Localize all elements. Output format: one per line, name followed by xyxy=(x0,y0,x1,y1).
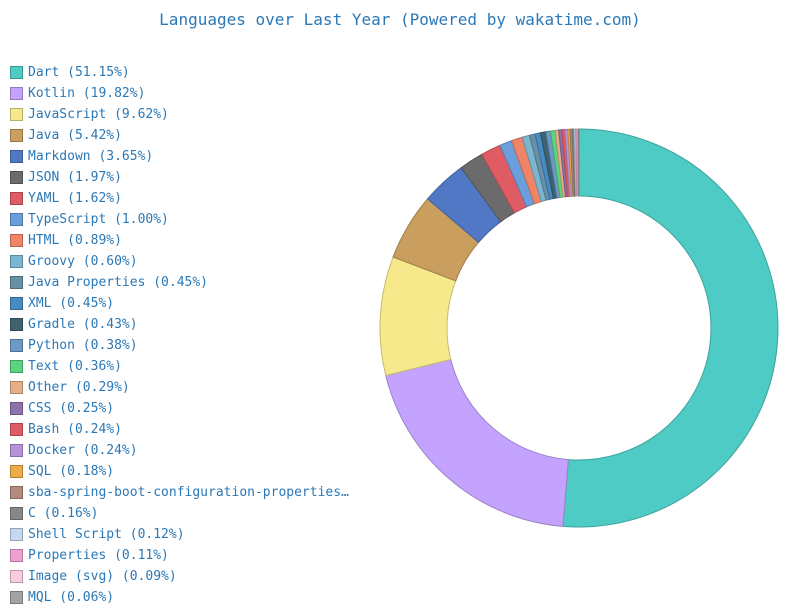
legend-swatch xyxy=(10,213,23,226)
legend-swatch xyxy=(10,423,23,436)
legend-item: CSS (0.25%) xyxy=(10,398,355,419)
legend-swatch xyxy=(10,192,23,205)
legend-swatch xyxy=(10,129,23,142)
legend-item: Text (0.36%) xyxy=(10,356,355,377)
legend-swatch xyxy=(10,444,23,457)
legend-swatch xyxy=(10,381,23,394)
legend-item: JavaScript (9.62%) xyxy=(10,104,355,125)
legend-item: Kotlin (19.82%) xyxy=(10,83,355,104)
chart-legend: Dart (51.15%) Kotlin (19.82%) JavaScript (… xyxy=(10,62,355,608)
legend-swatch xyxy=(10,87,23,100)
legend-swatch xyxy=(10,360,23,373)
legend-item: Groovy (0.60%) xyxy=(10,251,355,272)
donut-slice xyxy=(562,128,779,528)
legend-item: XML (0.45%) xyxy=(10,293,355,314)
legend-swatch xyxy=(10,528,23,541)
chart-title: Languages over Last Year (Powered by wak… xyxy=(159,10,641,29)
legend-item: Java Properties (0.45%) xyxy=(10,272,355,293)
legend-swatch xyxy=(10,402,23,415)
legend-item: C (0.16%) xyxy=(10,503,355,524)
donut-slice xyxy=(385,358,569,527)
legend-item: sba-spring-boot-configuration-properties… xyxy=(10,482,355,503)
legend-item: Shell Script (0.12%) xyxy=(10,524,355,545)
legend-item: Gradle (0.43%) xyxy=(10,314,355,335)
legend-item: Image (svg) (0.09%) xyxy=(10,566,355,587)
legend-item: Bash (0.24%) xyxy=(10,419,355,440)
legend-item: Java (5.42%) xyxy=(10,125,355,146)
legend-swatch xyxy=(10,570,23,583)
legend-swatch xyxy=(10,255,23,268)
legend-item: Properties (0.11%) xyxy=(10,545,355,566)
legend-swatch xyxy=(10,234,23,247)
legend-item: HTML (0.89%) xyxy=(10,230,355,251)
legend-swatch xyxy=(10,150,23,163)
legend-swatch xyxy=(10,465,23,478)
legend-swatch xyxy=(10,486,23,499)
legend-item: TypeScript (1.00%) xyxy=(10,209,355,230)
legend-swatch xyxy=(10,318,23,331)
legend-swatch xyxy=(10,108,23,121)
legend-item: SQL (0.18%) xyxy=(10,461,355,482)
legend-swatch xyxy=(10,339,23,352)
legend-item: Docker (0.24%) xyxy=(10,440,355,461)
donut-slice xyxy=(577,128,580,197)
legend-item: JSON (1.97%) xyxy=(10,167,355,188)
legend-swatch xyxy=(10,507,23,520)
legend-swatch xyxy=(10,171,23,184)
legend-item: Markdown (3.65%) xyxy=(10,146,355,167)
legend-item: Other (0.29%) xyxy=(10,377,355,398)
legend-item: Python (0.38%) xyxy=(10,335,355,356)
legend-swatch xyxy=(10,297,23,310)
legend-swatch xyxy=(10,549,23,562)
legend-item: YAML (1.62%) xyxy=(10,188,355,209)
legend-swatch xyxy=(10,66,23,79)
legend-swatch xyxy=(10,276,23,289)
legend-item: Dart (51.15%) xyxy=(10,62,355,83)
